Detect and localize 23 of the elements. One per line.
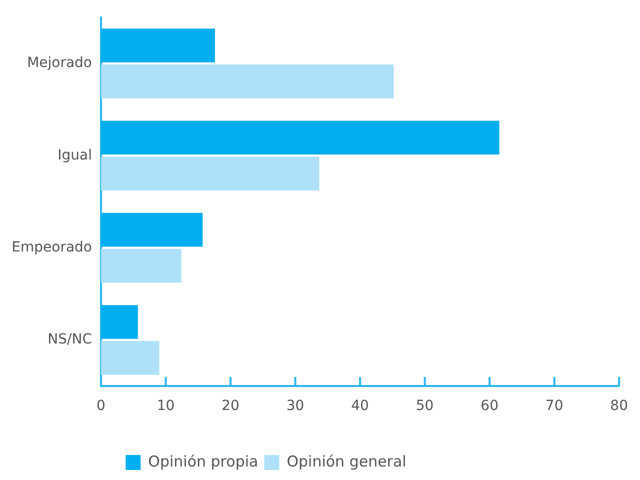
x-tick-label: 0 [96,398,106,414]
bar [101,156,320,190]
x-tick-label: 10 [156,398,175,414]
y-tick-label: Empeorado [12,239,92,256]
x-tick-label: 80 [610,398,628,414]
bar [101,28,215,62]
x-tick-label: 30 [286,398,304,414]
x-tick-label: 70 [545,398,564,414]
bar [101,212,203,247]
x-tick-label: 50 [416,398,434,414]
x-tick-label: 20 [222,398,240,414]
y-tick-label: Igual [58,147,92,164]
bar [101,64,394,98]
bar [101,341,160,375]
bar [101,248,182,283]
bar [101,120,500,155]
y-tick-label: Mejorado [27,55,92,72]
legend-label: Opinión propia [148,452,258,470]
bar [101,305,138,339]
legend-label: Opinión general [286,452,406,470]
x-tick-label: 60 [480,398,498,414]
y-tick-label: NS/NC [48,332,92,348]
x-tick-label: 40 [351,398,369,414]
